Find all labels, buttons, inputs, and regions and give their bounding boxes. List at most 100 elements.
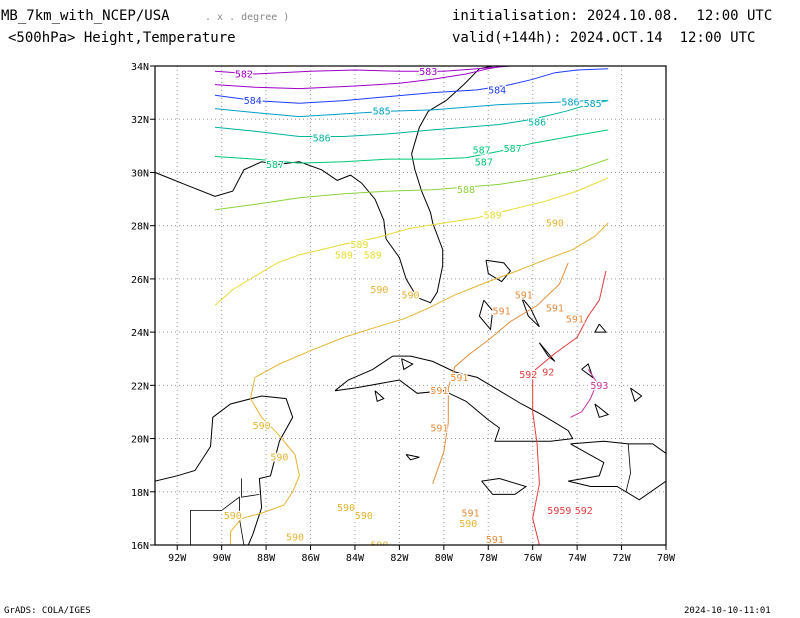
contour-label: 587 [504,144,522,155]
country-border [241,478,260,498]
credit-label: GrADS: COLA/IGES [4,606,91,616]
coastline [521,297,540,328]
x-tick-label: 90W [213,553,232,564]
contour-label: 589 [364,250,382,261]
x-tick-label: 72W [613,553,632,564]
contour-line-585 [214,100,609,118]
contour-label: 590 [370,541,388,552]
coastline [594,323,608,333]
contour-label: 587 [475,157,493,168]
x-tick-label: 70W [657,553,676,564]
contour-label: 591 [430,386,448,397]
coastline [481,477,528,495]
contour-label: 592 [575,506,593,517]
contour-label: 591 [515,290,533,301]
init-time: initialisation: 2024.10.08. 12:00 UTC [452,8,773,24]
contour-label: 585 [584,99,602,110]
x-tick-label: 78W [479,553,498,564]
contour-label: 590 [401,290,419,301]
y-tick-label: 30N [131,168,149,179]
x-tick-label: 88W [257,553,276,564]
contour-line-582 [214,66,511,75]
coastline [374,390,385,402]
x-tick-label: 92W [168,553,187,564]
x-tick-label: 80W [435,553,454,564]
contour-line-584 [214,68,609,104]
contour-line-590 [230,222,609,545]
y-tick-label: 26N [131,275,149,286]
contour-label: 584 [244,96,262,107]
contour-line-588 [214,158,609,211]
contour-label: 589 [350,240,368,251]
contour-label: 589 [335,250,353,261]
country-border [625,443,631,492]
contour-label: 591 [546,304,564,315]
coastline [334,355,574,442]
contour-label: 586 [313,133,331,144]
contour-label: 590 [355,511,373,522]
y-tick-label: 32N [131,115,149,126]
x-tick-label: 86W [301,553,320,564]
coastline [478,299,494,331]
contour-label: 590 [337,503,355,514]
timestamp-label: 2024-10-10-11:01 [684,606,771,616]
contour-label: 589 [484,211,502,222]
contour-label: 582 [235,69,253,80]
valid-time: valid(+144h): 2024.OCT.14 12:00 UTC [452,30,756,46]
contour-label: 590 [459,519,477,530]
contour-line-587 [214,129,609,164]
contour-label: 591 [450,373,468,384]
contour-label: 591 [493,306,511,317]
y-tick-label: 28N [131,222,149,233]
contour-line-583 [214,66,504,90]
y-tick-label: 20N [131,435,149,446]
contour-label: 590 [370,285,388,296]
contour-label: 590 [286,533,304,544]
country-border [190,496,245,545]
y-tick-label: 24N [131,328,149,339]
contour-label: 592 [519,370,537,381]
coastline [401,358,414,371]
contour-line-589 [214,177,609,306]
coastline [155,395,294,545]
contour-line-586 [214,100,609,137]
x-tick-label: 82W [390,553,409,564]
contour-label: 591 [461,509,479,520]
contour-label: 586 [528,117,546,128]
contour-line-591 [432,262,569,484]
x-tick-label: 74W [568,553,587,564]
plot-frame [154,65,667,546]
contour-label: 584 [488,85,506,96]
contour-label: 588 [457,185,475,196]
contour-line-592 [532,270,607,545]
y-tick-label: 18N [131,488,149,499]
coastline [594,403,610,418]
coastline [405,454,420,461]
contour-label: 591 [566,314,584,325]
contour-label: 590 [546,219,564,230]
level-description: <500hPa> Height,Temperature [8,30,236,46]
contour-label: 587 [473,145,491,156]
coastline [630,387,643,403]
contour-line-593 [570,369,598,418]
y-tick-label: 16N [131,541,149,552]
contour-label: 585 [373,107,391,118]
coastline [538,342,556,362]
contour-label: 590 [224,511,242,522]
model-title: MB_7km_with_NCEP/USA [1,8,170,24]
contour-label: 590 [253,421,271,432]
contour-label: 593 [590,381,608,392]
contour-label: 587 [266,160,284,171]
unit-note: . x . degree ) [205,12,290,23]
y-tick-label: 34N [131,62,149,73]
contour-label: 92 [542,368,554,379]
contour-label: 590 [270,453,288,464]
contour-label: 591 [430,423,448,434]
contour-label: 586 [561,97,579,108]
coastline [485,259,512,283]
x-tick-label: 84W [346,553,365,564]
contour-label: 5959 [547,506,571,517]
x-tick-label: 76W [524,553,543,564]
